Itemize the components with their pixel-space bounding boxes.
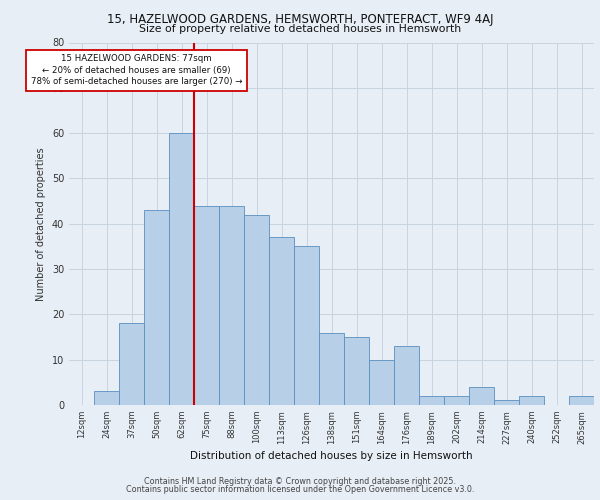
- Bar: [269, 238, 294, 405]
- X-axis label: Distribution of detached houses by size in Hemsworth: Distribution of detached houses by size …: [190, 450, 473, 460]
- Bar: [94, 392, 119, 405]
- Bar: [419, 396, 444, 405]
- Bar: [119, 324, 144, 405]
- Text: Contains public sector information licensed under the Open Government Licence v3: Contains public sector information licen…: [126, 484, 474, 494]
- Text: Size of property relative to detached houses in Hemsworth: Size of property relative to detached ho…: [139, 24, 461, 34]
- Bar: [469, 387, 494, 405]
- Text: Contains HM Land Registry data © Crown copyright and database right 2025.: Contains HM Land Registry data © Crown c…: [144, 477, 456, 486]
- Bar: [144, 210, 169, 405]
- Bar: [444, 396, 469, 405]
- Bar: [494, 400, 519, 405]
- Bar: [219, 206, 244, 405]
- Bar: [569, 396, 594, 405]
- Text: 15, HAZELWOOD GARDENS, HEMSWORTH, PONTEFRACT, WF9 4AJ: 15, HAZELWOOD GARDENS, HEMSWORTH, PONTEF…: [107, 12, 493, 26]
- Bar: [394, 346, 419, 405]
- Y-axis label: Number of detached properties: Number of detached properties: [36, 147, 46, 300]
- Bar: [369, 360, 394, 405]
- Bar: [244, 214, 269, 405]
- Bar: [169, 133, 194, 405]
- Text: 15 HAZELWOOD GARDENS: 77sqm
← 20% of detached houses are smaller (69)
78% of sem: 15 HAZELWOOD GARDENS: 77sqm ← 20% of det…: [31, 54, 242, 86]
- Bar: [519, 396, 544, 405]
- Bar: [194, 206, 219, 405]
- Bar: [294, 246, 319, 405]
- Bar: [319, 332, 344, 405]
- Bar: [344, 337, 369, 405]
